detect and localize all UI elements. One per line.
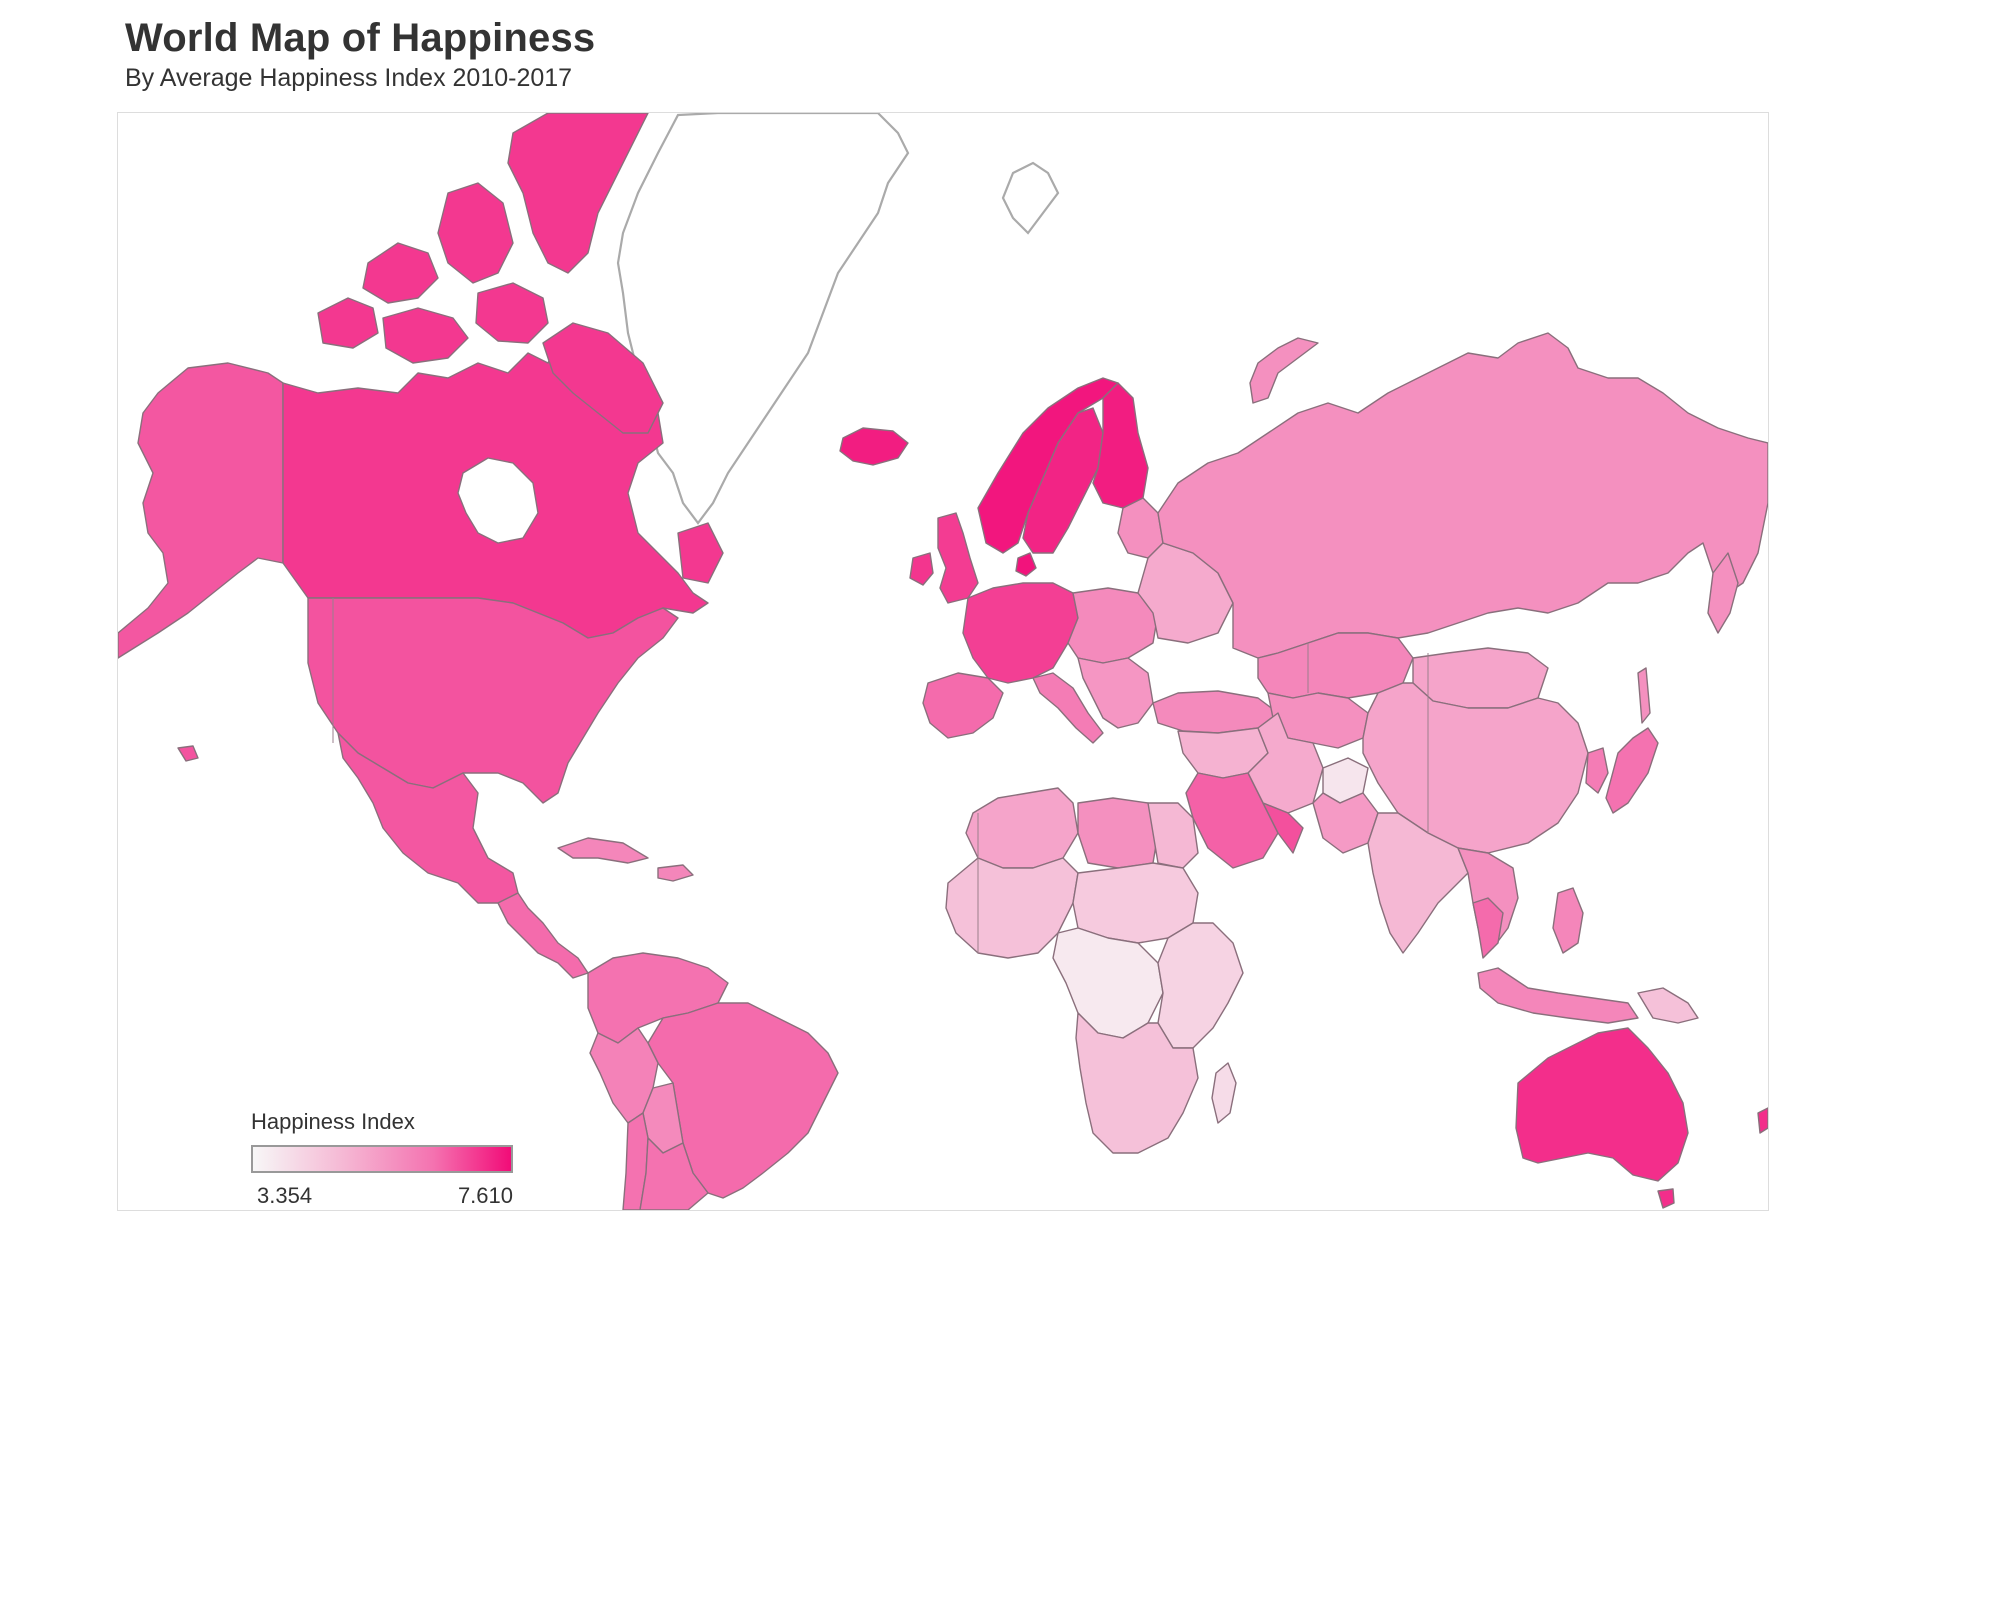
- country-east-africa[interactable]: [1157, 922, 1244, 1049]
- country-russia-novaya-zemlya[interactable]: [1249, 337, 1319, 404]
- country-svalbard[interactable]: [1001, 161, 1060, 235]
- country-iberia[interactable]: [922, 672, 1004, 739]
- country-papua-new-guinea[interactable]: [1637, 987, 1699, 1024]
- country-canada-arctic-4[interactable]: [317, 297, 379, 349]
- country-canada-arctic-1[interactable]: [507, 113, 649, 274]
- country-australia[interactable]: [1515, 1027, 1689, 1182]
- country-north-africa[interactable]: [965, 787, 1079, 869]
- country-hawaii[interactable]: [177, 745, 199, 762]
- country-hispaniola[interactable]: [657, 864, 694, 882]
- country-cuba[interactable]: [557, 837, 649, 864]
- country-thailand[interactable]: [1472, 897, 1504, 959]
- country-new-zealand[interactable]: [1757, 1107, 1768, 1134]
- country-alaska[interactable]: [118, 362, 284, 659]
- legend-color-ramp: [251, 1145, 513, 1173]
- country-russia-sakhalin[interactable]: [1637, 667, 1651, 724]
- country-mongolia[interactable]: [1412, 647, 1549, 709]
- country-china[interactable]: [1362, 682, 1589, 854]
- country-united-kingdom[interactable]: [937, 512, 979, 604]
- country-ireland[interactable]: [909, 552, 934, 586]
- country-iceland[interactable]: [839, 427, 909, 466]
- country-denmark[interactable]: [1015, 552, 1037, 577]
- country-canada-labrador[interactable]: [677, 522, 724, 584]
- map-frame[interactable]: Happiness Index 3.354 7.610: [117, 112, 1769, 1211]
- legend-max-label: 7.610: [457, 1183, 513, 1208]
- country-italy[interactable]: [1032, 672, 1104, 744]
- country-central-africa[interactable]: [1052, 927, 1164, 1039]
- country-canada-arctic-2[interactable]: [437, 182, 514, 284]
- country-western-europe[interactable]: [962, 582, 1079, 684]
- country-argentina[interactable]: [639, 1137, 709, 1210]
- country-canada-arctic-5[interactable]: [382, 307, 469, 364]
- country-finland[interactable]: [1092, 382, 1149, 509]
- country-canada-arctic-6[interactable]: [475, 282, 549, 344]
- world-map[interactable]: [118, 113, 1768, 1210]
- country-gulf-states[interactable]: [1262, 802, 1304, 854]
- page-subtitle: By Average Happiness Index 2010-2017: [125, 64, 573, 92]
- country-central-america[interactable]: [497, 892, 589, 979]
- country-india[interactable]: [1367, 812, 1469, 954]
- country-canada-baffin[interactable]: [542, 322, 664, 434]
- country-indonesia[interactable]: [1477, 967, 1639, 1024]
- country-southern-africa[interactable]: [1075, 1012, 1199, 1154]
- country-korea[interactable]: [1585, 747, 1609, 794]
- country-west-africa[interactable]: [945, 857, 1079, 959]
- legend: Happiness Index 3.354 7.610: [251, 1109, 531, 1210]
- page-title: World Map of Happiness: [125, 16, 596, 60]
- country-madagascar[interactable]: [1211, 1062, 1237, 1124]
- country-japan[interactable]: [1605, 727, 1659, 814]
- country-canada-arctic-3[interactable]: [362, 242, 439, 304]
- country-greenland[interactable]: [616, 113, 910, 525]
- country-philippines[interactable]: [1552, 887, 1584, 954]
- country-russia[interactable]: [1157, 332, 1768, 659]
- country-tasmania[interactable]: [1657, 1188, 1675, 1209]
- legend-min-label: 3.354: [257, 1183, 313, 1208]
- country-libya[interactable]: [1077, 797, 1159, 869]
- legend-title: Happiness Index: [251, 1109, 415, 1134]
- country-egypt[interactable]: [1147, 802, 1199, 869]
- legend-labels: 3.354 7.610: [251, 1183, 513, 1210]
- country-russia-kamchatka[interactable]: [1707, 552, 1739, 634]
- country-balkans[interactable]: [1077, 657, 1154, 729]
- country-saudi-arabia[interactable]: [1185, 772, 1279, 869]
